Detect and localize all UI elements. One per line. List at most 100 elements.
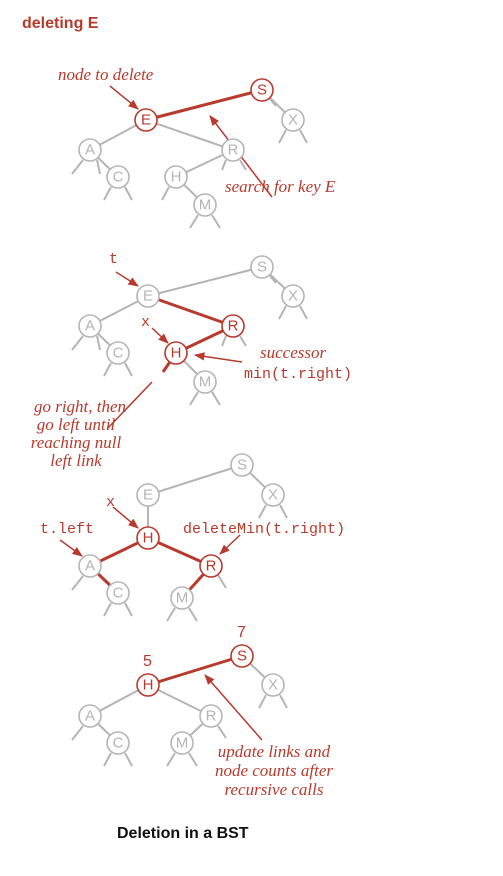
label-search-for-key: search for key E [225, 177, 336, 196]
node-r: R [221, 138, 245, 162]
label-min-call: min(t.right) [244, 366, 352, 383]
node-x: X [261, 673, 285, 697]
node-h: H [136, 673, 160, 697]
panel-1-search: E S X A C R H M node to delete search fo… [58, 65, 336, 229]
svg-text:R: R [228, 142, 239, 159]
svg-text:A: A [85, 708, 95, 725]
node-r: R [221, 314, 245, 338]
svg-text:E: E [141, 112, 151, 129]
label-node-to-delete: node to delete [58, 65, 154, 84]
node-e: E [134, 108, 158, 132]
panel-4-update: S X H A R C M 7 5 update links and node … [71, 624, 333, 799]
node-c: C [106, 581, 130, 605]
figure-caption: Deletion in a BST [117, 825, 249, 842]
svg-text:M: M [176, 735, 189, 752]
arrow-node-to-delete [109, 85, 139, 110]
arrow-t-left [59, 539, 83, 557]
node-s: S [230, 453, 254, 477]
svg-text:R: R [206, 708, 217, 725]
svg-text:R: R [228, 318, 239, 335]
svg-text:C: C [113, 735, 124, 752]
panel-3-delete-min: S X E H A R C M x t.left deleteMin(t.rig… [40, 453, 345, 622]
label-x: x [141, 314, 150, 331]
node-m: M [170, 731, 194, 755]
node-m: M [193, 193, 217, 217]
label-go-right-1: go right, then [34, 397, 126, 416]
node-h: H [164, 341, 188, 365]
svg-text:S: S [257, 82, 267, 99]
label-update-1: update links and [218, 742, 331, 761]
svg-text:X: X [268, 677, 278, 694]
node-m: M [193, 370, 217, 394]
node-r: R [199, 704, 223, 728]
node-h: H [164, 165, 188, 189]
node-s: S [230, 644, 254, 668]
node-x: X [261, 483, 285, 507]
label-go-right-3: reaching null [31, 433, 122, 452]
svg-text:H: H [143, 530, 154, 547]
svg-text:A: A [85, 142, 95, 159]
label-delete-min: deleteMin(t.right) [183, 521, 345, 538]
svg-text:H: H [171, 345, 182, 362]
tree-edges-gray-2 [71, 266, 308, 406]
tree-edges-red-2 [147, 294, 234, 373]
arrow-successor [193, 352, 243, 363]
arrow-delete-min [219, 534, 241, 555]
svg-text:E: E [143, 288, 153, 305]
label-update-3: recursive calls [225, 780, 324, 799]
arrow-x [151, 327, 169, 344]
node-c: C [106, 341, 130, 365]
svg-text:A: A [85, 558, 95, 575]
svg-text:X: X [268, 487, 278, 504]
svg-text:C: C [113, 169, 124, 186]
node-s: S [250, 78, 274, 102]
svg-text:C: C [113, 585, 124, 602]
label-t: t [109, 251, 118, 268]
svg-text:A: A [85, 318, 95, 335]
svg-text:X: X [288, 288, 298, 305]
node-h: H [136, 526, 160, 550]
svg-text:H: H [143, 677, 154, 694]
count-h: 5 [143, 653, 152, 670]
node-s: S [250, 255, 274, 279]
edge-h-to-s [147, 654, 243, 687]
label-t-left: t.left [40, 521, 94, 538]
node-a: A [78, 314, 102, 338]
svg-text:E: E [143, 487, 153, 504]
label-go-right-4: left link [50, 451, 102, 470]
node-x: X [281, 108, 305, 132]
svg-text:S: S [237, 648, 247, 665]
tree-edges-gray [71, 89, 308, 229]
label-x-3: x [106, 494, 115, 511]
label-update-2: node counts after [215, 761, 333, 780]
svg-text:H: H [171, 169, 182, 186]
count-s: 7 [237, 624, 246, 641]
svg-text:M: M [199, 374, 212, 391]
svg-text:X: X [288, 112, 298, 129]
node-x: X [281, 284, 305, 308]
node-c: C [106, 165, 130, 189]
node-c: C [106, 731, 130, 755]
svg-text:R: R [206, 558, 217, 575]
label-successor: successor [260, 343, 326, 362]
arrow-update [204, 674, 263, 741]
node-r: R [199, 554, 223, 578]
node-a: A [78, 554, 102, 578]
node-e: E [136, 284, 160, 308]
label-go-right-2: go left until [37, 415, 116, 434]
svg-text:M: M [199, 197, 212, 214]
node-m: M [170, 586, 194, 610]
node-a: A [78, 704, 102, 728]
node-e: E [136, 483, 160, 507]
arrow-go-right [107, 381, 153, 429]
svg-text:M: M [176, 590, 189, 607]
svg-text:S: S [237, 457, 247, 474]
panel-2-successor: S X E R A C H M t x successor min(t.righ… [31, 251, 352, 470]
svg-text:S: S [257, 259, 267, 276]
edge-e-to-s [145, 88, 263, 122]
svg-text:C: C [113, 345, 124, 362]
node-a: A [78, 138, 102, 162]
arrow-t [115, 271, 139, 287]
